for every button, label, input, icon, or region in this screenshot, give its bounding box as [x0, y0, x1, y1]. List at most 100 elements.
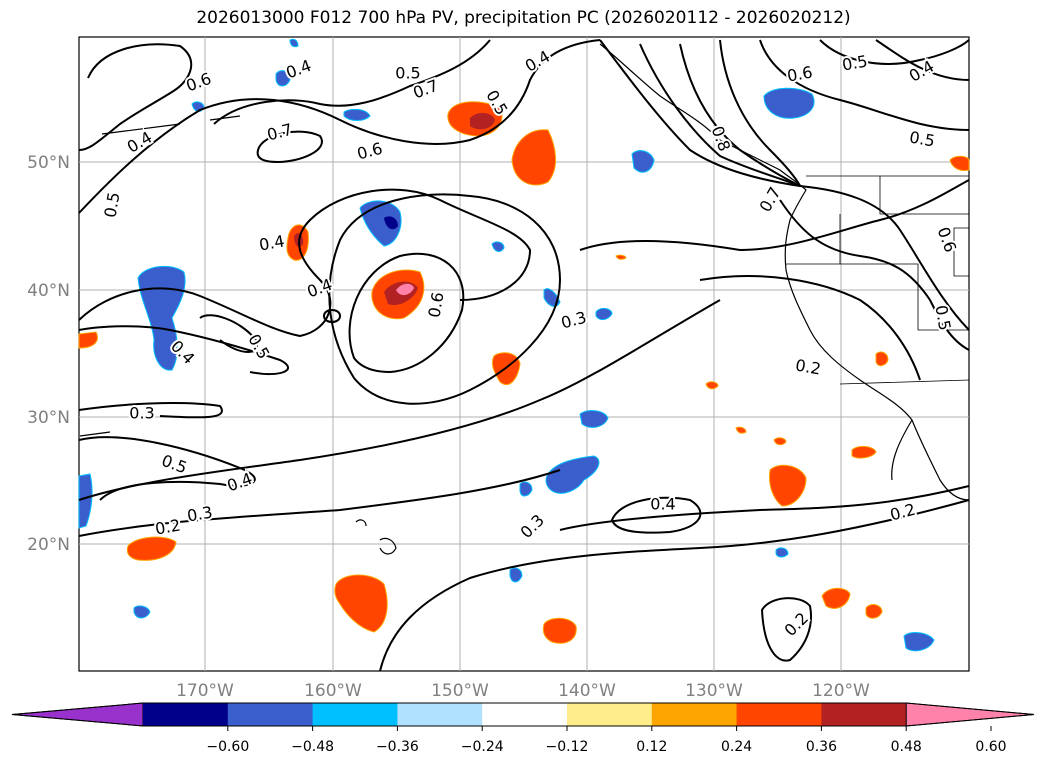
pv-contour — [610, 496, 702, 534]
precip-blob — [865, 604, 883, 619]
precip-blob — [343, 108, 371, 121]
precip-blob — [821, 587, 851, 609]
state-border — [786, 175, 970, 331]
colorbar-outline — [11, 702, 1035, 727]
lon-tick-label: 170°W — [176, 681, 234, 701]
lon-labels: 170°W 160°W 150°W 140°W 130°W 120°W — [176, 681, 870, 701]
colorbar-tick-label: 0.60 — [975, 739, 1006, 755]
colorbar-segment — [567, 703, 653, 726]
lat-tick-label: 50°N — [27, 153, 70, 173]
pv-contour — [699, 275, 921, 381]
colorbar-tick-label: 0.12 — [636, 739, 667, 755]
map-title: 2026013000 F012 700 hPa PV, precipitatio… — [196, 8, 851, 28]
contour-label: 0.5 — [931, 304, 954, 332]
colorbar-segment — [312, 703, 398, 726]
precip-blob — [949, 155, 970, 171]
colorbar-tick-label: −0.36 — [376, 739, 419, 755]
pv-contour — [78, 188, 532, 338]
pv-contour — [78, 402, 223, 419]
precip-blob — [631, 150, 655, 173]
precip-blob — [133, 605, 151, 619]
precip-blob — [470, 112, 495, 130]
precip-blob — [289, 38, 299, 48]
pv-contour — [348, 252, 465, 374]
pv-contour — [819, 39, 970, 65]
colorbar-segment — [143, 703, 229, 726]
colorbar-tick-label: −0.60 — [206, 739, 249, 755]
precip-blob — [579, 410, 609, 428]
colorbar-segment — [651, 703, 738, 726]
precip-blob — [511, 129, 556, 186]
precip-blob — [78, 473, 93, 529]
lon-tick-label: 160°W — [304, 681, 362, 701]
pv-contour — [639, 43, 801, 187]
coastline — [599, 43, 970, 501]
precip-shading — [78, 38, 970, 652]
lon-tick-label: 130°W — [685, 681, 743, 701]
precip-blob — [615, 254, 627, 260]
pv-contour — [875, 39, 970, 81]
pv-contour — [78, 39, 601, 214]
coastline — [79, 431, 111, 437]
colorbar-tick-label: 0.24 — [721, 739, 752, 755]
precip-blob — [137, 265, 186, 371]
precip-blob — [275, 70, 291, 87]
pv-contour — [379, 499, 970, 672]
pv-contour — [256, 130, 323, 164]
colorbar-tick-label: 0.36 — [806, 739, 837, 755]
pv-contour — [559, 485, 970, 531]
lon-tick-label: 120°W — [812, 681, 870, 701]
lat-tick-label: 40°N — [27, 281, 70, 301]
coastline — [891, 419, 913, 481]
pv-contour — [759, 39, 970, 131]
pv-contour — [78, 299, 721, 501]
precip-blob — [78, 331, 98, 349]
colorbar-extend-max — [905, 702, 1035, 727]
precip-blob — [359, 200, 402, 247]
precip-blob — [773, 437, 787, 446]
lon-tick-label: 140°W — [558, 681, 616, 701]
colorbar-tick-label: −0.24 — [461, 739, 504, 755]
precip-blob — [384, 216, 398, 230]
colorbar-tick-label: −0.12 — [546, 739, 589, 755]
lat-tick-label: 30°N — [27, 408, 70, 428]
pv-contour — [779, 199, 970, 351]
pv-contour — [213, 39, 491, 125]
precip-blob — [545, 455, 600, 494]
lat-tick-label: 20°N — [27, 535, 70, 555]
colorbar-segment — [397, 703, 483, 726]
pv-contour — [760, 597, 812, 662]
pv-contour — [78, 469, 561, 537]
colorbar-segment — [821, 703, 907, 726]
precip-blob — [735, 426, 747, 434]
precip-blob — [763, 87, 815, 119]
precip-blob — [705, 381, 719, 390]
precip-blob — [903, 632, 935, 652]
pv-contours — [78, 39, 970, 672]
pv-contour — [328, 193, 562, 405]
contour-label: 0.4 — [650, 495, 675, 514]
pv-contour — [579, 179, 970, 252]
precip-blob — [875, 351, 889, 367]
precip-blob — [769, 464, 807, 507]
pv-contour — [199, 314, 258, 353]
precip-blob — [396, 283, 414, 296]
colorbar-tick-label: −0.48 — [291, 739, 334, 755]
precip-blob — [851, 445, 877, 459]
contour-label: 0.5 — [395, 64, 420, 83]
coastline — [355, 519, 397, 555]
pv-contour — [679, 43, 801, 187]
lon-tick-label: 150°W — [431, 681, 489, 701]
precip-blob — [509, 567, 523, 583]
lat-labels: 50°N 40°N 30°N 20°N — [27, 153, 70, 555]
pv-contour — [78, 43, 193, 151]
map-panel — [78, 36, 970, 672]
pv-contour — [322, 309, 342, 323]
contour-label: 0.3 — [129, 404, 154, 423]
map-frame — [78, 36, 970, 672]
border — [839, 379, 970, 385]
precip-blob — [126, 536, 177, 561]
pv-contour — [719, 39, 801, 187]
colorbar-extend-min — [11, 702, 144, 727]
